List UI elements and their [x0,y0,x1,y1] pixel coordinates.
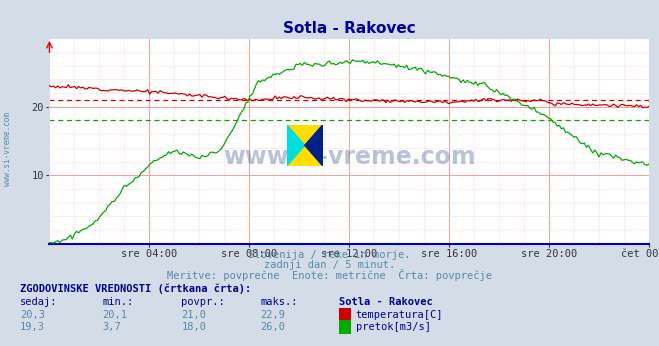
Text: www.si-vreme.com: www.si-vreme.com [3,112,13,186]
Text: ZGODOVINSKE VREDNOSTI (črtkana črta):: ZGODOVINSKE VREDNOSTI (črtkana črta): [20,284,251,294]
Text: 19,3: 19,3 [20,322,45,332]
Text: sedaj:: sedaj: [20,297,57,307]
Title: Sotla - Rakovec: Sotla - Rakovec [283,20,416,36]
Text: 22,9: 22,9 [260,310,285,320]
Text: zadnji dan / 5 minut.: zadnji dan / 5 minut. [264,260,395,270]
Polygon shape [287,125,304,166]
Text: temperatura[C]: temperatura[C] [356,310,444,320]
Text: min.:: min.: [102,297,133,307]
Text: Slovenija / reke in morje.: Slovenija / reke in morje. [248,250,411,260]
Text: 26,0: 26,0 [260,322,285,332]
Text: maks.:: maks.: [260,297,298,307]
Text: 18,0: 18,0 [181,322,206,332]
Text: 20,1: 20,1 [102,310,127,320]
Text: pretok[m3/s]: pretok[m3/s] [356,322,431,332]
Text: 3,7: 3,7 [102,322,121,332]
Text: Sotla - Rakovec: Sotla - Rakovec [339,297,433,307]
Text: 20,3: 20,3 [20,310,45,320]
Polygon shape [304,125,323,166]
Text: Meritve: povprečne  Enote: metrične  Črta: povprečje: Meritve: povprečne Enote: metrične Črta:… [167,268,492,281]
Text: 21,0: 21,0 [181,310,206,320]
Text: www.si-vreme.com: www.si-vreme.com [223,145,476,170]
Text: povpr.:: povpr.: [181,297,225,307]
